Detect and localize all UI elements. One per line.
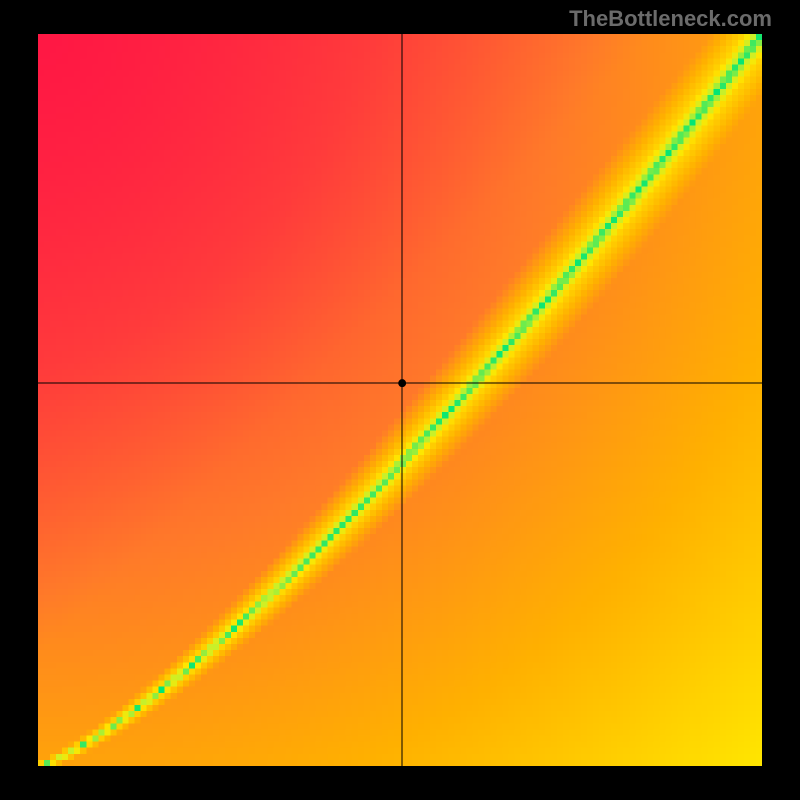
chart-container: TheBottleneck.com bbox=[0, 0, 800, 800]
watermark-text: TheBottleneck.com bbox=[569, 6, 772, 32]
bottleneck-heatmap bbox=[38, 34, 762, 766]
